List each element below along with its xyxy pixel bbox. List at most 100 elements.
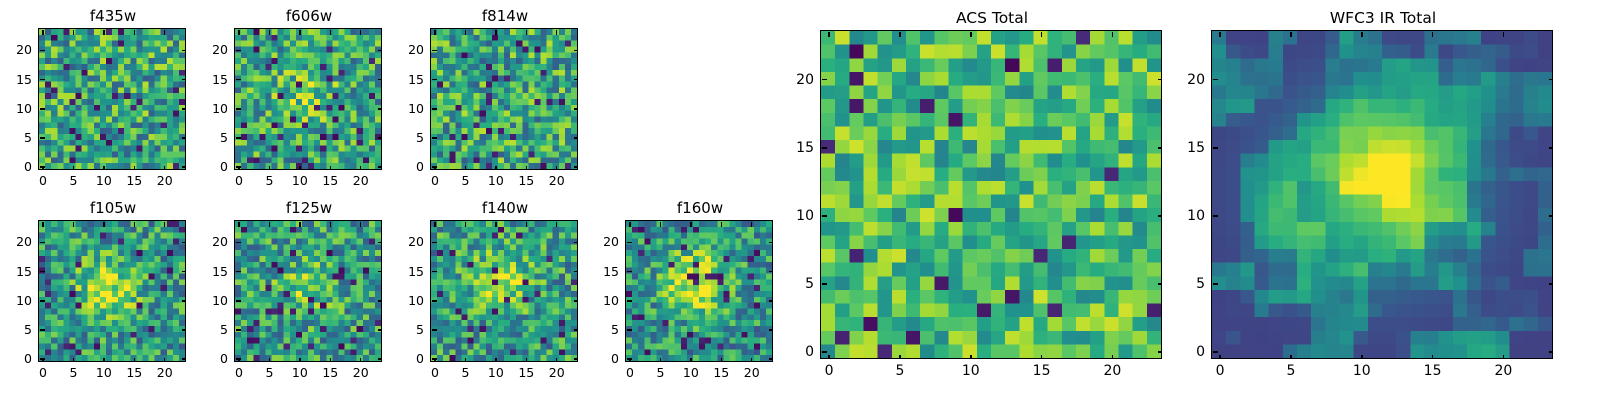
axis-tick [495,165,497,170]
axis-tick [1219,354,1221,359]
axis-tick [268,165,271,170]
axis-tick [432,241,437,244]
axis-tick [181,329,186,331]
y-tick-label: 15 [603,263,619,279]
x-tick-label: 10 [487,173,504,188]
x-tick-label: 15 [322,173,339,188]
y-tick-label: 20 [16,234,32,250]
x-tick-label: 15 [518,173,535,188]
x-tick-label: 10 [95,173,112,188]
axis-tick [464,30,467,35]
axis-tick [495,357,497,362]
y-tick-label: 20 [212,42,228,58]
y-tick-label: 20 [1187,71,1205,88]
axis-tick [329,165,332,170]
axis-tick [627,270,632,273]
x-tick-label: 5 [461,173,470,188]
axis-tick [525,165,528,170]
panel-title-f435w: f435w [89,7,137,25]
axis-tick [103,357,105,362]
axis-tick [1548,215,1553,217]
axis-tick [377,358,382,360]
x-tick-label: 10 [291,365,308,380]
axis-tick [236,300,241,302]
x-tick-label: 5 [69,173,78,188]
x-tick-label: 15 [1423,363,1442,379]
x-tick-label: 20 [1103,363,1122,379]
axis-tick [768,300,773,302]
axis-tick [299,30,301,35]
axis-tick [181,166,186,168]
x-tick-label: 5 [895,363,905,379]
axis-tick [1548,147,1553,149]
x-tick-label: 20 [156,365,173,380]
axis-tick [103,222,105,227]
x-tick-label: 0 [235,365,244,380]
x-tick-label: 10 [1352,363,1371,379]
axis-tick [236,358,241,360]
axis-tick [377,78,382,81]
x-tick-label: 20 [1494,363,1513,379]
axis-tick [238,165,240,170]
axis-tick [573,108,578,110]
axis-tick [627,329,632,331]
axis-tick [268,222,271,227]
y-tick-label: 5 [611,321,619,337]
axis-tick [1157,147,1162,149]
axis-tick [40,329,45,331]
heatmap-canvas-acs-total [821,31,1162,359]
heatmap-plot-f435w [38,28,187,171]
y-tick-label: 0 [416,350,424,366]
axis-tick [329,222,332,227]
axis-tick [495,30,497,35]
axis-tick [434,30,436,35]
heatmap-plot-acs-total [820,30,1163,360]
y-tick-label: 0 [220,350,228,366]
axis-tick [1502,354,1505,359]
axis-tick [236,166,241,168]
y-tick-label: 15 [796,139,814,156]
axis-tick [495,222,497,227]
axis-tick [432,270,437,273]
y-tick-label: 5 [416,321,424,337]
axis-tick [103,30,105,35]
axis-tick [573,329,578,331]
axis-tick [822,283,827,285]
axis-tick [464,222,467,227]
y-tick-label: 15 [16,263,32,279]
axis-tick [1040,354,1043,359]
axis-tick [359,222,362,227]
axis-tick [822,215,827,217]
x-tick-label: 0 [39,365,48,380]
axis-tick [103,165,105,170]
y-tick-label: 20 [408,234,424,250]
axis-tick [899,354,901,359]
axis-tick [359,30,362,35]
y-tick-label: 10 [796,207,814,224]
x-tick-label: 0 [626,365,635,380]
axis-tick [432,49,437,52]
axis-tick [236,78,241,81]
axis-tick [555,165,558,170]
axis-tick [750,357,753,362]
x-tick-label: 5 [69,365,78,380]
axis-tick [236,241,241,244]
axis-tick [236,270,241,273]
heatmap-canvas-f125w [235,221,382,362]
y-tick-label: 5 [24,321,32,337]
y-tick-label: 15 [212,263,228,279]
x-tick-label: 0 [824,363,834,379]
y-tick-label: 20 [16,42,32,58]
x-tick-label: 15 [126,173,143,188]
axis-tick [828,32,830,37]
x-tick-label: 0 [1215,363,1225,379]
axis-tick [329,357,332,362]
axis-tick [573,270,578,273]
x-tick-label: 0 [431,173,440,188]
axis-tick [525,30,528,35]
axis-tick [629,222,631,227]
